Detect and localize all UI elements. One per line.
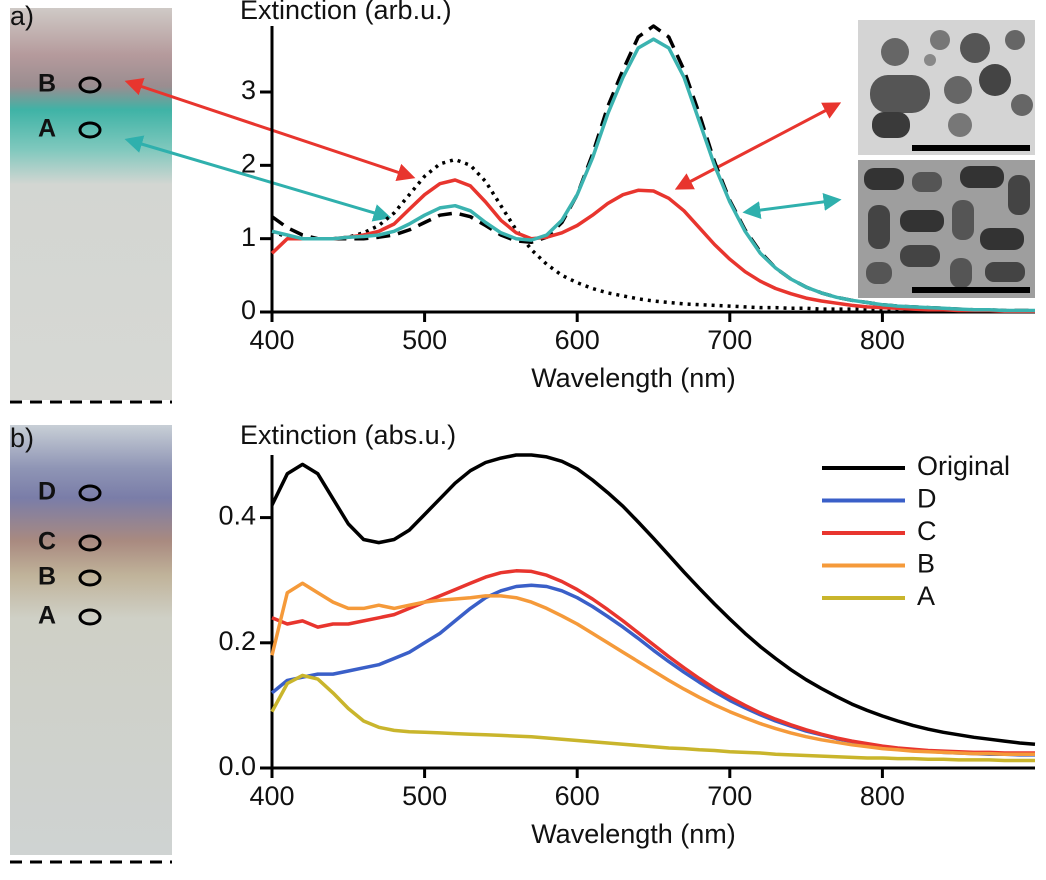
legend-label: D — [917, 484, 937, 514]
legend-label: B — [917, 549, 935, 579]
x-tick-label: 700 — [707, 781, 752, 811]
y-tick-label: 0.0 — [218, 751, 256, 781]
spot-marker — [78, 484, 102, 502]
spot-marker — [78, 608, 102, 626]
x-tick-label: 400 — [249, 781, 294, 811]
x-tick-label: 600 — [555, 325, 600, 355]
legend-label: A — [917, 581, 935, 611]
x-tick-label: 400 — [249, 325, 294, 355]
band-label: C — [38, 528, 56, 556]
y-tick-label: 3 — [241, 75, 256, 105]
y-axis-label: Extinction (arb.u.) — [240, 0, 452, 25]
x-tick-label: 800 — [860, 325, 905, 355]
band-label: A — [38, 602, 56, 630]
series-line — [270, 453, 1036, 746]
arrow — [124, 135, 392, 222]
series-line — [270, 178, 1035, 314]
tem-image — [858, 20, 1035, 298]
y-tick-label: 1 — [241, 222, 256, 252]
series-line — [271, 37, 1035, 313]
legend-label: Original — [917, 451, 1010, 481]
y-tick-label: 2 — [241, 148, 256, 178]
x-tick-label: 800 — [860, 781, 905, 811]
series-line — [270, 581, 1035, 756]
y-tick-label: 0 — [241, 295, 256, 325]
y-tick-label: 0.2 — [218, 626, 256, 656]
y-axis-label: Extinction (abs.u.) — [240, 420, 456, 450]
plate-strip — [10, 8, 172, 400]
spot-marker — [78, 534, 102, 552]
panel-label: b) — [10, 423, 34, 453]
x-tick-label: 500 — [402, 781, 447, 811]
x-tick-label: 500 — [402, 325, 447, 355]
spot-marker — [78, 76, 102, 94]
series-line — [271, 569, 1035, 755]
spot-marker — [78, 569, 102, 587]
band-label: B — [38, 563, 56, 591]
x-tick-label: 700 — [707, 325, 752, 355]
series-line — [271, 157, 1035, 314]
panel-label: a) — [10, 1, 34, 31]
spot-marker — [78, 121, 102, 139]
band-label: D — [38, 478, 56, 506]
y-tick-label: 0.4 — [218, 501, 256, 531]
x-axis-label: Wavelength (nm) — [531, 819, 736, 849]
arrow — [742, 192, 842, 220]
plate-strip — [10, 425, 172, 855]
arrow — [674, 102, 842, 190]
band-label: B — [38, 70, 56, 98]
x-tick-label: 600 — [555, 781, 600, 811]
legend-label: C — [917, 516, 937, 546]
x-axis-label: Wavelength (nm) — [531, 363, 736, 393]
series-line — [270, 673, 1035, 763]
band-label: A — [38, 115, 56, 143]
